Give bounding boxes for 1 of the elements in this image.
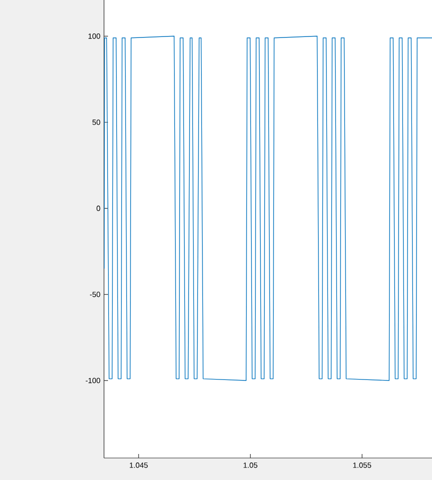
line-series [104, 36, 432, 381]
